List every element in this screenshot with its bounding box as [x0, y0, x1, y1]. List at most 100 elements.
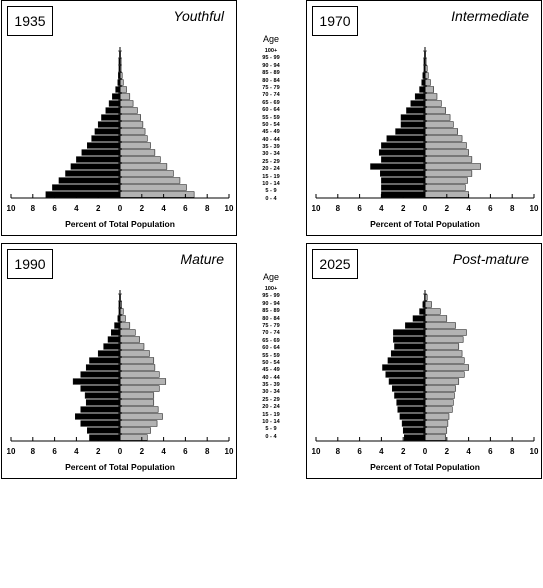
bar-left-35-39	[80, 385, 121, 392]
bar-left-70-74	[112, 93, 121, 100]
bar-left-80-84	[405, 322, 426, 329]
bar-right-10-14	[119, 177, 181, 184]
bar-right-60-64	[424, 350, 463, 357]
pyramid-chart: 10 8 6 4 2 0 2 4 6 8 10 Percent of Total Population	[312, 290, 539, 472]
age-group-label: 10 - 14	[262, 181, 280, 188]
age-group-label: 45 - 49	[262, 367, 280, 374]
bar-left-25-29	[85, 399, 121, 406]
bar-right-25-29	[119, 156, 161, 163]
age-group-label: 90 - 94	[262, 62, 280, 69]
stage-title: Intermediate	[451, 8, 529, 24]
age-group-label: 5 - 9	[265, 188, 277, 195]
age-axis-title: Age	[262, 34, 279, 44]
age-group-label: 65 - 69	[262, 99, 280, 106]
bar-left-20-24	[370, 163, 426, 170]
bar-right-95-99	[424, 301, 432, 308]
age-group-label: 5 - 9	[265, 426, 277, 433]
bar-left-50-54	[97, 121, 121, 128]
bar-left-25-29	[396, 399, 426, 406]
bar-right-50-54	[424, 364, 469, 371]
bar-left-45-49	[385, 371, 426, 378]
bar-right-65-69	[119, 100, 134, 107]
bar-left-45-49	[94, 128, 121, 135]
bar-right-70-74	[424, 93, 438, 100]
bar-right-5-9	[424, 184, 466, 191]
bar-right-45-49	[424, 128, 458, 135]
bar-right-10-14	[424, 420, 449, 427]
bar-right-65-69	[119, 343, 145, 350]
bar-left-60-64	[406, 107, 426, 114]
bar-right-55-59	[424, 114, 451, 121]
bar-left-70-74	[393, 336, 426, 343]
age-group-label: 15 - 19	[262, 173, 280, 180]
bar-left-10-14	[80, 420, 121, 427]
pyramid-chart: 10 8 6 4 2 0 2 4 6 8 10 Percent of Total Population	[7, 290, 234, 472]
bar-right-5-9	[119, 184, 187, 191]
bar-right-70-74	[119, 93, 131, 100]
age-group-label: 10 - 14	[262, 419, 280, 426]
bar-right-35-39	[424, 385, 456, 392]
year-label: 1970	[312, 6, 358, 36]
x-tick-label: 4	[74, 204, 79, 213]
x-tick-label: 2	[401, 204, 406, 213]
x-tick-label: 4	[466, 447, 471, 456]
bar-left-0-4	[89, 434, 121, 441]
age-group-label: 60 - 64	[262, 107, 280, 114]
pyramid-panel-1935: 1935 Youthful 10 8 6 4 2 0 2 4 6 8 10 Percent of To…	[1, 0, 237, 236]
bar-left-5-9	[402, 427, 426, 434]
bar-left-20-24	[80, 406, 121, 413]
pyramid-panel-1990: 1990 Mature 10 8 6 4 2 0 2 4 6 8 10 Percent of Tota…	[1, 243, 237, 479]
bar-right-90-94	[424, 308, 441, 315]
bar-left-85-89	[412, 315, 426, 322]
x-tick-label: 6	[183, 447, 188, 456]
bar-right-5-9	[424, 427, 448, 434]
age-group-label: 60 - 64	[262, 345, 280, 352]
bar-right-50-54	[119, 121, 144, 128]
bar-left-75-79	[419, 86, 426, 93]
bar-right-85-89	[119, 315, 126, 322]
bar-right-45-49	[119, 128, 146, 135]
bar-right-15-19	[424, 170, 473, 177]
bar-right-55-59	[424, 357, 465, 364]
bar-right-40-44	[424, 135, 463, 142]
x-tick-label: 2	[96, 204, 101, 213]
bar-right-55-59	[119, 357, 155, 364]
bar-right-80-84	[424, 322, 456, 329]
age-group-label: 25 - 29	[262, 396, 280, 403]
x-tick-label: 6	[183, 204, 188, 213]
x-axis-title: Percent of Total Population	[370, 462, 480, 472]
bar-right-35-39	[119, 142, 151, 149]
pyramid-chart: 10 8 6 4 2 0 2 4 6 8 10 Percent of Total Population	[7, 47, 234, 229]
bar-right-60-64	[424, 107, 446, 114]
bar-right-55-59	[119, 114, 141, 121]
bar-left-55-59	[101, 114, 121, 121]
bar-right-15-19	[424, 413, 450, 420]
bar-left-65-69	[410, 100, 426, 107]
bar-right-25-29	[119, 399, 155, 406]
x-tick-label: 4	[161, 204, 166, 213]
bar-right-25-29	[424, 399, 454, 406]
x-tick-label: 4	[379, 204, 384, 213]
bar-left-0-4	[45, 191, 121, 198]
x-axis-title: Percent of Total Population	[370, 219, 480, 229]
bar-left-10-14	[58, 177, 121, 184]
x-tick-label: 10	[225, 447, 234, 456]
bar-right-85-89	[424, 315, 448, 322]
bar-right-75-79	[119, 329, 136, 336]
stage-title: Mature	[180, 251, 224, 267]
bar-right-30-34	[424, 392, 455, 399]
bar-right-20-24	[119, 163, 168, 170]
age-group-label: 85 - 89	[262, 308, 280, 315]
bar-right-60-64	[119, 350, 150, 357]
x-tick-label: 10	[530, 204, 539, 213]
bar-right-15-19	[119, 170, 174, 177]
pyramid-chart: 10 8 6 4 2 0 2 4 6 8 10 Percent of Total Population	[312, 47, 539, 229]
bar-right-40-44	[119, 135, 148, 142]
bar-left-65-69	[394, 343, 426, 350]
age-group-label: 15 - 19	[262, 411, 280, 418]
x-tick-label: 10	[530, 447, 539, 456]
x-tick-label: 8	[31, 447, 36, 456]
bar-right-45-49	[424, 371, 465, 378]
age-group-label: 20 - 24	[262, 404, 280, 411]
stage-title: Post-mature	[452, 251, 529, 267]
